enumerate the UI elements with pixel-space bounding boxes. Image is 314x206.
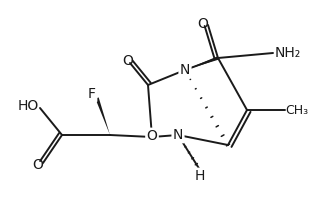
Text: O: O bbox=[198, 17, 208, 31]
Polygon shape bbox=[95, 97, 110, 135]
Text: O: O bbox=[122, 54, 133, 68]
Text: F: F bbox=[88, 87, 96, 101]
Text: CH₃: CH₃ bbox=[285, 103, 309, 117]
Text: N: N bbox=[180, 63, 190, 77]
Text: N: N bbox=[173, 128, 183, 142]
Text: O: O bbox=[33, 158, 43, 172]
Text: HO: HO bbox=[17, 99, 39, 113]
Text: O: O bbox=[147, 129, 157, 143]
Text: NH₂: NH₂ bbox=[275, 46, 301, 60]
Text: H: H bbox=[195, 169, 205, 183]
Polygon shape bbox=[185, 56, 219, 70]
